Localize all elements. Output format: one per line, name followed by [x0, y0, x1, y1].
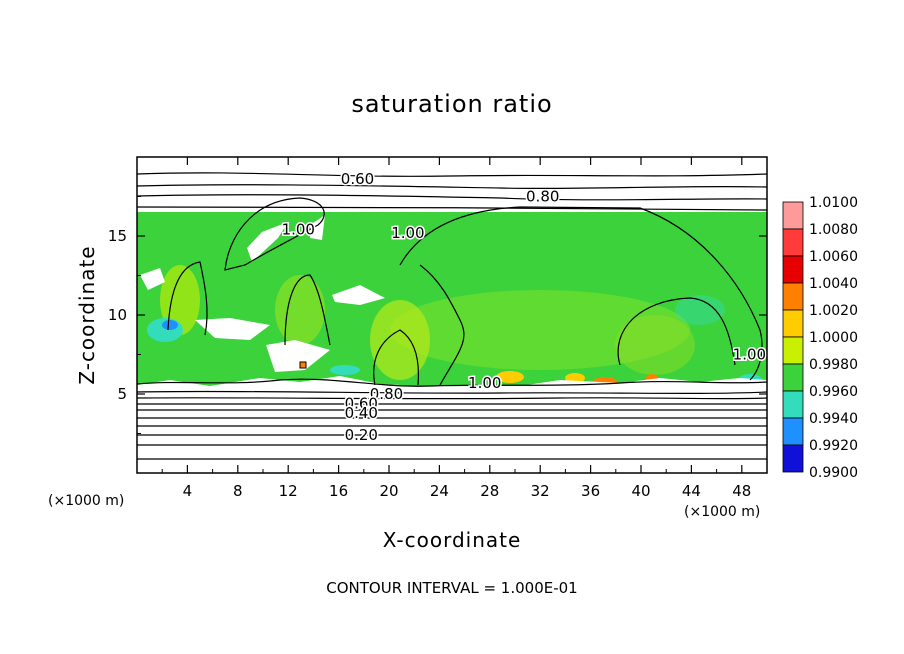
x-tick-label: 36: [581, 482, 600, 500]
colorbar-swatch: [782, 255, 804, 284]
y-tick-label: 5: [117, 385, 127, 403]
y-axis-label: Z-coordinate: [75, 245, 99, 384]
dry-patch: [330, 365, 360, 375]
chart-title: saturation ratio: [351, 90, 552, 118]
colorbar-label: 1.0100: [809, 195, 858, 211]
colorbar-swatch: [782, 336, 804, 365]
colorbar-label: 1.0000: [809, 330, 858, 346]
contour-line: [136, 194, 768, 201]
contour-labels: 0.600.801.00 1.001.001.000.800.600.400.20: [280, 169, 767, 446]
contour-line: [136, 378, 768, 387]
field-patch: [390, 290, 690, 370]
colorbar-label: 0.9960: [809, 384, 858, 400]
colorbar-swatch: [782, 201, 804, 230]
x-tick-label: 12: [279, 482, 298, 500]
contour-lines: [136, 172, 768, 460]
field-patch: [160, 265, 200, 335]
x-tick-label: 28: [480, 482, 499, 500]
x-tick-label: 20: [379, 482, 398, 500]
contour-label: 1.00: [391, 224, 424, 242]
x-tick-label: 48: [732, 482, 751, 500]
contour-line: [419, 264, 465, 386]
colorbar: 1.0100 1.0080 1.0060 1.0040 1.0020 1.0000 0.99…: [782, 195, 858, 481]
white-hole: [247, 222, 288, 262]
x-tick-label: 4: [183, 482, 193, 500]
contour-line: [136, 390, 768, 394]
colorbar-label: 1.0060: [809, 249, 858, 265]
contour-interval-note: CONTOUR INTERVAL = 1.000E-01: [326, 579, 577, 597]
contour-label: 0.20: [345, 426, 378, 444]
warm-spot: [496, 371, 524, 383]
dry-patch: [162, 320, 178, 330]
x-axis-label: X-coordinate: [383, 528, 522, 552]
colorbar-swatch: [782, 417, 804, 446]
x-tick-label: 24: [430, 482, 449, 500]
y-tick-label: 15: [108, 227, 127, 245]
contour-line: [136, 397, 768, 400]
colorbar-label: 1.0080: [809, 222, 858, 238]
field-patch: [370, 300, 430, 380]
contour-line: [373, 329, 420, 386]
contour-label: 1.00: [282, 221, 315, 239]
contour-label: 1.00: [733, 346, 766, 364]
contour-line: [167, 261, 208, 336]
colorbar-swatch: [782, 282, 804, 311]
x-tick-label: 32: [531, 482, 550, 500]
colorbar-swatch: [782, 309, 804, 338]
contour-label: 0.60: [345, 394, 378, 412]
field-patch: [615, 315, 695, 375]
white-hole: [195, 318, 270, 340]
x-unit-label-right: (×1000 m): [684, 504, 760, 520]
x-tick-label: 44: [682, 482, 701, 500]
x-tick-label: 16: [329, 482, 348, 500]
contour-label: 1.00: [468, 374, 501, 392]
x-axis: 4 8 12 16 20 24 28 32 36 40 44 48: [161, 157, 751, 500]
contour-label: 0.40: [345, 404, 378, 422]
x-unit-label-left: (×1000 m): [48, 493, 124, 509]
contour-line: [284, 274, 331, 346]
contour-label: 0.60: [341, 170, 374, 188]
white-hole: [332, 285, 385, 305]
colorbar-swatch: [782, 390, 804, 419]
colorbar-label: 0.9920: [809, 438, 858, 454]
colorbar-swatch: [782, 444, 804, 473]
field-patch: [275, 275, 325, 345]
contour-label: 0.80: [370, 385, 403, 403]
field-marker: [299, 361, 307, 369]
contour-line: [136, 206, 768, 211]
y-axis: 5 10 15: [108, 196, 767, 434]
x-tick-label: 8: [233, 482, 243, 500]
contour-label: 0.80: [526, 188, 559, 206]
colorbar-label: 0.9980: [809, 357, 858, 373]
colorbar-swatch: [782, 228, 804, 257]
colorbar-label: 0.9900: [809, 465, 858, 481]
x-tick-label: 40: [631, 482, 650, 500]
contour-line: [399, 206, 763, 381]
white-hole: [140, 268, 165, 290]
colorbar-label: 1.0020: [809, 303, 858, 319]
contour-line: [136, 184, 768, 190]
colorbar-swatch: [782, 363, 804, 392]
lower-edge: [137, 376, 767, 392]
white-hole: [266, 340, 330, 372]
dry-patch: [675, 295, 725, 325]
colorbar-label: 1.0040: [809, 276, 858, 292]
contour-line: [224, 197, 325, 271]
lower-dry: [137, 388, 767, 473]
contour-line: [136, 172, 768, 177]
colorbar-label: 0.9940: [809, 411, 858, 427]
contour-line: [617, 297, 736, 366]
y-tick-label: 10: [108, 306, 127, 324]
